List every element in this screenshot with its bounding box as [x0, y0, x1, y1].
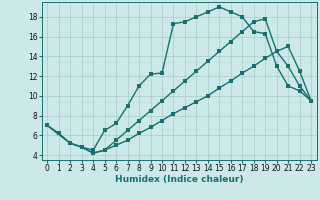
X-axis label: Humidex (Indice chaleur): Humidex (Indice chaleur) [115, 175, 244, 184]
